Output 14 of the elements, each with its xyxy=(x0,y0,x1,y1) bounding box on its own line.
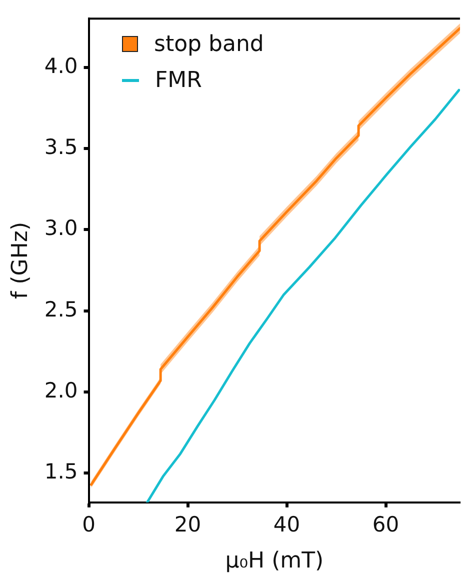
x-tick-label: 40 xyxy=(273,512,300,536)
y-tick-label: 4.0 xyxy=(44,54,78,78)
y-axis-title: f (GHz) xyxy=(8,222,33,300)
x-tick-label: 60 xyxy=(372,512,400,536)
y-tick-label: 3.0 xyxy=(44,216,78,240)
y-tick-label: 2.0 xyxy=(44,378,78,402)
legend-label: stop band xyxy=(154,32,264,56)
x-tick-label: 0 xyxy=(82,512,96,536)
y-tick-label: 1.5 xyxy=(44,460,78,484)
x-tick-label: 20 xyxy=(174,512,202,536)
legend-label: FMR xyxy=(155,68,202,92)
x-axis-title: μ₀H (mT) xyxy=(225,548,324,574)
y-tick-label: 3.5 xyxy=(44,134,78,159)
y-tick-label: 2.5 xyxy=(44,297,78,322)
